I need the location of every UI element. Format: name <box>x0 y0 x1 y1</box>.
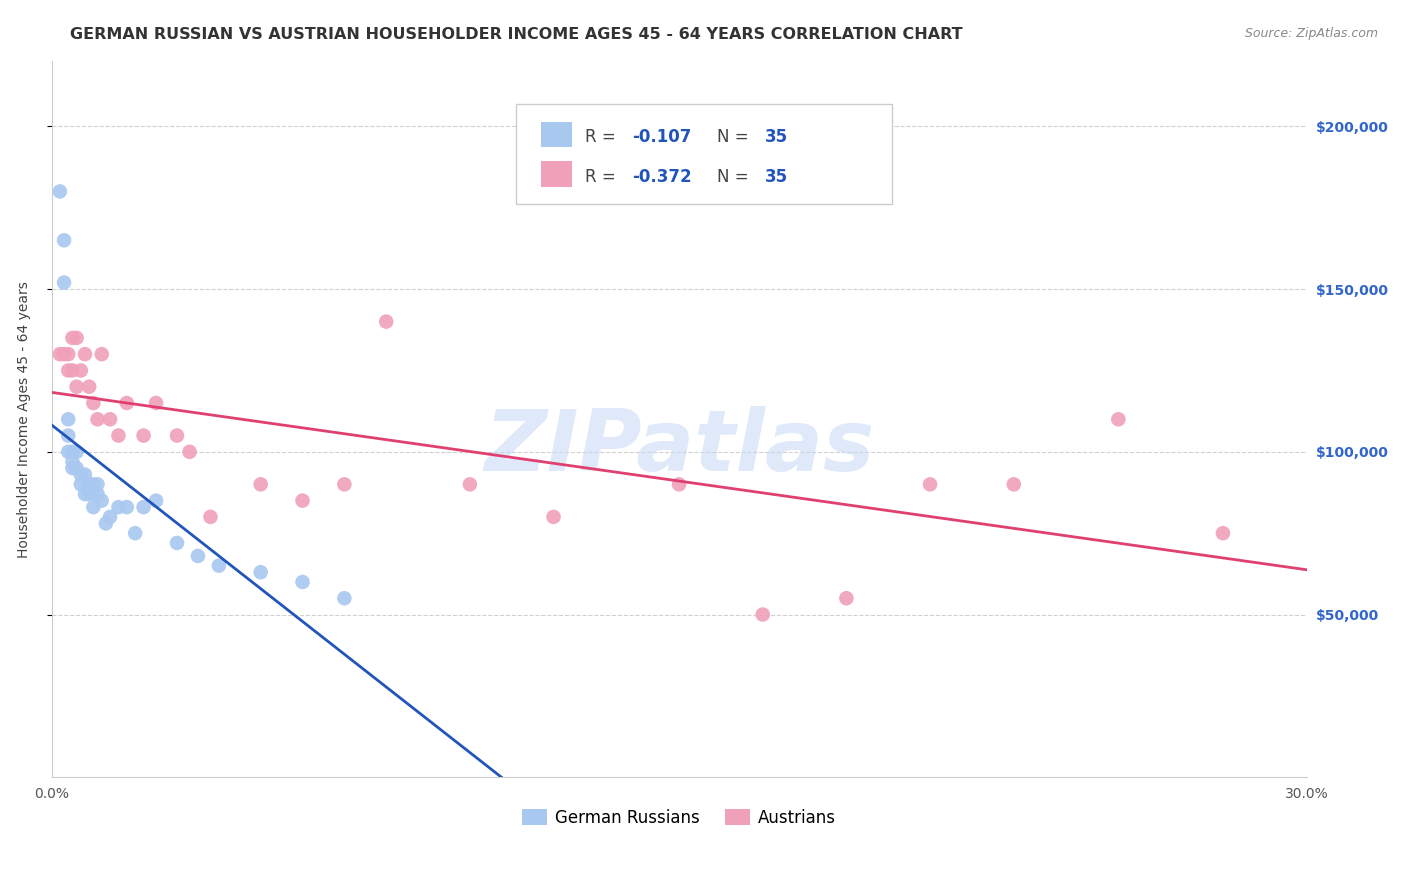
Point <box>90 493 112 508</box>
Point <box>62 445 84 459</box>
Point <box>58 412 80 426</box>
Text: N =: N = <box>717 128 754 146</box>
Point <box>751 607 773 622</box>
Point <box>208 558 231 573</box>
Point <box>69 363 91 377</box>
Point <box>73 347 96 361</box>
Point <box>1212 526 1234 541</box>
Point <box>62 363 84 377</box>
Point <box>333 591 356 606</box>
FancyBboxPatch shape <box>516 104 893 204</box>
Point <box>291 493 314 508</box>
Point <box>77 477 100 491</box>
Text: R =: R = <box>585 168 621 186</box>
Point <box>62 461 84 475</box>
Point <box>58 347 80 361</box>
Point <box>94 516 117 531</box>
Point <box>249 477 271 491</box>
Point <box>69 477 91 491</box>
Point <box>187 549 209 563</box>
Point <box>58 445 80 459</box>
Text: R =: R = <box>585 128 621 146</box>
Point <box>53 276 76 290</box>
Point <box>82 500 104 515</box>
Point <box>132 428 155 442</box>
Point <box>65 380 87 394</box>
Point <box>107 428 129 442</box>
Point <box>920 477 942 491</box>
Text: GERMAN RUSSIAN VS AUSTRIAN HOUSEHOLDER INCOME AGES 45 - 64 YEARS CORRELATION CHA: GERMAN RUSSIAN VS AUSTRIAN HOUSEHOLDER I… <box>70 27 963 42</box>
Point <box>835 591 858 606</box>
Point <box>65 461 87 475</box>
Point <box>115 396 138 410</box>
Point <box>62 331 84 345</box>
Point <box>65 445 87 459</box>
Point <box>62 454 84 468</box>
Text: -0.372: -0.372 <box>633 168 692 186</box>
Point <box>49 347 72 361</box>
Point <box>132 500 155 515</box>
Point <box>1002 477 1025 491</box>
Point <box>53 233 76 247</box>
Point <box>86 487 108 501</box>
Point <box>115 500 138 515</box>
Text: -0.107: -0.107 <box>633 128 692 146</box>
Point <box>166 428 188 442</box>
Point <box>58 428 80 442</box>
Point <box>333 477 356 491</box>
Point <box>124 526 146 541</box>
Point <box>82 477 104 491</box>
Point <box>98 509 121 524</box>
Text: ZIPatlas: ZIPatlas <box>484 407 875 490</box>
Point <box>543 509 565 524</box>
Point <box>49 185 72 199</box>
Point <box>73 467 96 482</box>
Point <box>668 477 690 491</box>
Point <box>53 347 76 361</box>
Point <box>1107 412 1129 426</box>
Point <box>86 412 108 426</box>
Point <box>291 574 314 589</box>
Point <box>82 396 104 410</box>
Point <box>77 380 100 394</box>
Point <box>179 445 201 459</box>
Point <box>200 509 222 524</box>
Text: 35: 35 <box>765 168 787 186</box>
Point <box>69 467 91 482</box>
Point <box>65 331 87 345</box>
Point <box>458 477 481 491</box>
Point <box>58 363 80 377</box>
FancyBboxPatch shape <box>541 121 572 147</box>
Point <box>145 493 167 508</box>
Text: Source: ZipAtlas.com: Source: ZipAtlas.com <box>1244 27 1378 40</box>
Point <box>73 487 96 501</box>
Point <box>107 500 129 515</box>
Point <box>249 566 271 580</box>
Point <box>166 536 188 550</box>
Point <box>98 412 121 426</box>
Text: N =: N = <box>717 168 754 186</box>
Point <box>86 477 108 491</box>
Legend: German Russians, Austrians: German Russians, Austrians <box>515 802 844 833</box>
FancyBboxPatch shape <box>541 161 572 187</box>
Y-axis label: Householder Income Ages 45 - 64 years: Householder Income Ages 45 - 64 years <box>17 281 31 558</box>
Text: 35: 35 <box>765 128 787 146</box>
Point <box>77 487 100 501</box>
Point <box>90 347 112 361</box>
Point <box>375 315 398 329</box>
Point <box>145 396 167 410</box>
